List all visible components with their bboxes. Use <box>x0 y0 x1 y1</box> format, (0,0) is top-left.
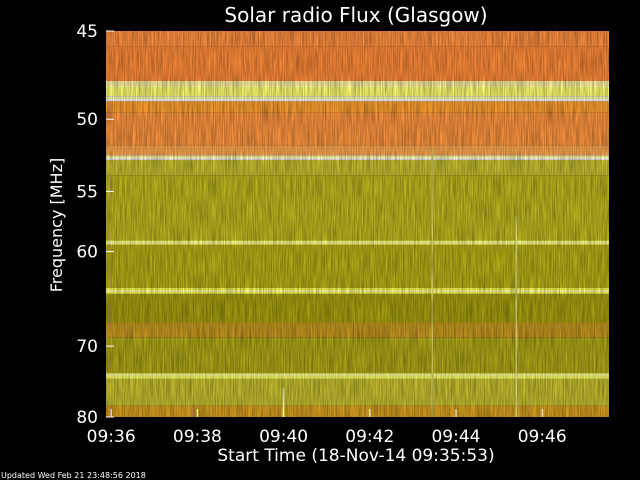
x-tick-label-5: 09:46 <box>518 427 567 447</box>
y-tick-label-60: 60 <box>76 243 98 263</box>
spectrogram-texture <box>106 31 609 417</box>
plot-area <box>106 31 609 417</box>
y-tick-label-45: 45 <box>76 22 98 42</box>
x-tick-label-1: 09:38 <box>173 427 222 447</box>
x-tick-label-4: 09:44 <box>431 427 480 447</box>
y-axis: 45 50 55 60 70 80 <box>76 22 114 428</box>
x-axis: 09:36 09:38 09:40 09:42 09:44 09:46 <box>87 409 567 447</box>
x-tick-label-0: 09:36 <box>87 427 136 447</box>
x-axis-label: Start Time (18-Nov-14 09:35:53) <box>217 446 494 466</box>
y-axis-label: Frequency [MHz] <box>47 158 66 292</box>
x-tick-label-3: 09:42 <box>345 427 394 447</box>
y-tick-label-55: 55 <box>76 182 98 202</box>
y-tick-label-50: 50 <box>76 110 98 130</box>
chart-title: Solar radio Flux (Glasgow) <box>224 3 487 27</box>
x-tick-label-2: 09:40 <box>259 427 308 447</box>
y-tick-label-80: 80 <box>76 408 98 428</box>
y-tick-label-70: 70 <box>76 337 98 357</box>
footer-updated-text: Updated Wed Feb 21 23:48:56 2018 <box>1 471 146 480</box>
